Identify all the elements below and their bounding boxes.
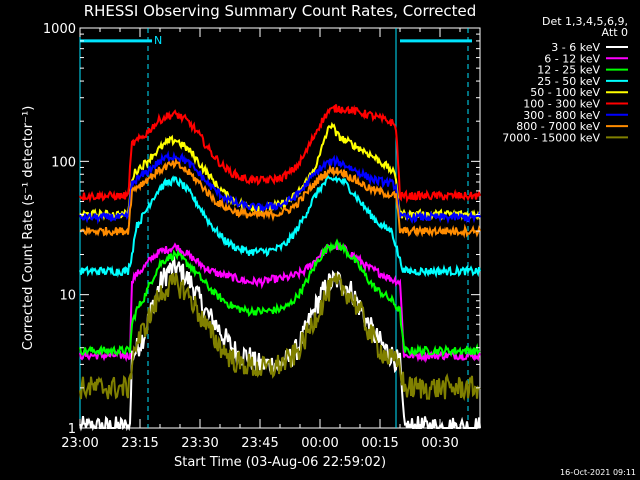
legend-entry-label: 12 - 25 keV: [537, 64, 600, 77]
x-tick-label: 00:00: [301, 436, 338, 451]
legend-entry-label: 800 - 7000 keV: [516, 120, 600, 133]
y-tick-label: 10: [59, 289, 76, 304]
legend-entry-label: 100 - 300 keV: [523, 98, 600, 111]
vertical-markers: [79, 28, 469, 428]
legend-entry-label: 50 - 100 keV: [530, 86, 600, 99]
y-tick-label: 100: [51, 155, 76, 170]
y-axis-label: Corrected Count Rate (s⁻¹ detector⁻¹): [21, 106, 36, 351]
x-axis-ticks: 23:00 23:15 23:30 23:45 00:00 00:15 00:30: [61, 28, 481, 451]
y-axis-ticks: 1 10 100 1000: [43, 22, 480, 437]
x-tick-label: 23:00: [61, 436, 98, 451]
footer-timestamp: 16-Oct-2021 09:11: [560, 468, 636, 477]
x-tick-label: 23:15: [121, 436, 158, 451]
legend-header: Att 0: [602, 26, 628, 39]
series-line: [79, 242, 481, 364]
y-tick-label: 1000: [43, 22, 76, 37]
series-line: [79, 238, 481, 358]
series-line: [79, 174, 481, 279]
annotation-label: N: [154, 34, 162, 47]
series-line: [79, 157, 481, 239]
x-tick-label: 23:45: [241, 436, 278, 451]
series-line: [79, 150, 481, 225]
x-tick-label: 00:15: [361, 436, 398, 451]
cyan-status-bar: N: [80, 34, 472, 47]
legend-header: Det 1,3,4,5,6,9,: [542, 15, 628, 28]
chart-title: RHESSI Observing Summary Count Rates, Co…: [84, 2, 477, 20]
legend-entry-label: 300 - 800 keV: [523, 109, 600, 122]
legend-entry-label: 6 - 12 keV: [544, 52, 600, 65]
x-axis-label: Start Time (03-Aug-06 22:59:02): [174, 455, 386, 470]
series-line: [79, 104, 481, 204]
legend-entry-label: 25 - 50 keV: [537, 75, 600, 88]
legend-entry-label: 3 - 6 keV: [551, 41, 600, 54]
x-tick-label: 23:30: [181, 436, 218, 451]
y-tick-label: 1: [68, 422, 76, 437]
series-line: [79, 272, 481, 402]
x-tick-label: 00:30: [421, 436, 458, 451]
legend-entry-label: 7000 - 15000 keV: [502, 131, 600, 144]
series-lines: [79, 104, 481, 432]
